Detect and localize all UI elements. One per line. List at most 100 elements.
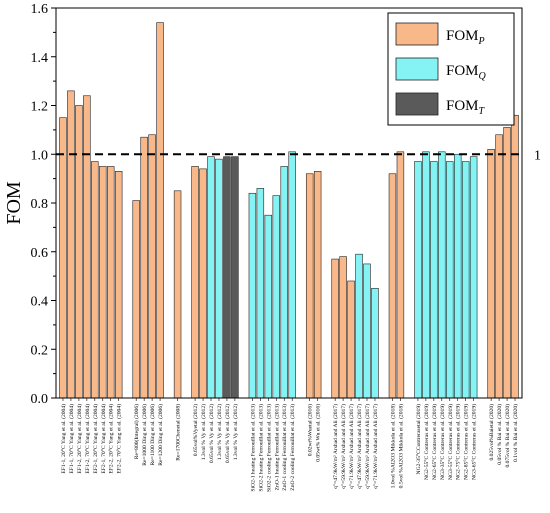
axes-group: 0.0 0.2 0.4 0.6 0.8 1.0 1.2 1.4 1.6 FOM [3,2,523,407]
category-label: ZnO-1 heating Ferrouillat et al. (2013) [273,404,280,491]
category-label: q''=71.9kW/m² Arshad and Ali (2017) [372,404,379,489]
y-tick-label: 0.6 [31,246,49,261]
bar [99,166,107,399]
bar [446,161,454,399]
bar [438,151,446,399]
bar [495,134,503,399]
category-label: EF1-1, 70°C Yang et al. (2004) [68,404,75,474]
bar [173,190,182,399]
category-label: Re=1700Chenetal (2008) [175,404,182,461]
bar [347,280,355,399]
category-label: 0.05vol % Bai et al. (2020) [496,404,503,465]
category-label: NG2-35°CContrerasetal (2019) [415,404,422,475]
bar [107,166,115,399]
bar [280,166,288,399]
bar [469,156,478,399]
category-label: ZnO-2 cooling Ferrouillat et al. (2013) [289,404,296,491]
category-label: EF2-1, 70°C Yang et al. (2004) [100,404,107,474]
y-tick-label: 1.6 [31,2,49,17]
category-label: 0.05wt% Wu et al. (2016) [315,404,322,462]
y-tick-label: 1.0 [31,148,49,163]
category-label: NG2-85°C Contreras et al. (2019) [463,404,470,480]
bar [288,151,296,399]
category-label: q''=71.9kW/m² Arshad and Ali (2017) [348,404,355,489]
bar [396,151,405,399]
category-label: NG2-65°C Contreras et al. (2019) [431,404,438,480]
bar [75,105,83,399]
bar [487,149,495,399]
category-label: q''=59.9kW/m² Arshad and Ali (2017) [340,404,347,489]
bar [430,161,438,399]
legend-label: FOMT [446,98,486,117]
category-label: NG3-55°C Contreras et al. (2019) [447,404,454,480]
category-label: 0.65vol % Vy et al. (2012) [224,404,231,463]
bar [503,127,511,399]
bar [313,171,322,399]
bar [231,156,239,399]
bar [363,263,371,399]
bar [215,158,223,399]
legend: FOMP FOMQ FOMT [387,12,515,126]
category-label: q''=47.9kW/m² Arshad and Ali (2017) [332,404,339,489]
category-label: NG3-65°C Contreras et al. (2019) [471,404,478,480]
category-label: ZnO-1 cooling Ferrouillat et al. (2013) [281,404,288,491]
bar [272,195,280,399]
category-label: 1.3vol % Vy et al. (2012) [216,404,223,460]
bar [264,214,273,399]
y-tick-label: 0.2 [31,343,49,358]
bar [453,153,462,399]
bar [422,151,430,399]
category-label: 1.3vol % Vy et al. (2012) [232,404,239,460]
bar [132,200,140,399]
category-label: EF2-2, 70°C Yang et al. (2004) [116,404,123,474]
bar [414,161,422,399]
reference-line-group: 1 [56,148,541,163]
category-label: Re=1100 Ding et al. (2006) [149,404,156,466]
bar [59,117,67,399]
bar [191,166,199,399]
category-label: EF2-1, 20°C Yang et al. (2004) [92,404,99,474]
bar [339,256,347,399]
category-label: q''=47.9kW/m² Arshad and Ali (2017) [356,404,363,489]
category-label: SiO2-2 heating Ferrouillat et al. (2013) [257,404,264,492]
category-label: EF1-1, 20°C Yang et al. (2004) [60,404,67,474]
category-labels-group: EF1-1, 20°C Yang et al. (2004) EF1-1, 70°… [60,404,519,492]
bar [148,134,156,399]
category-label: EF1-2, 20°C Yang et al. (2004) [76,404,83,474]
category-label: Re=1200 Ding et al. (2006) [157,404,164,466]
bar [388,173,397,399]
legend-label: FOMQ [446,63,487,82]
category-label: 0.65vol % Vy et al. (2012) [208,404,215,463]
category-label: Re=800(Integral) (2006) [133,404,140,459]
bar [248,192,257,399]
bar [223,156,231,399]
bar [156,22,164,399]
bar [114,171,123,399]
category-label: 0.5vol %Al2O3 Mikkola et al. (2018) [397,404,404,488]
category-label: EF1-2, 70°C Yang et al. (2004) [84,404,91,474]
bar [140,136,148,399]
bar [256,188,265,399]
category-label: SiO2-2 cooling Ferrouillat et al. (2013) [265,404,272,492]
category-label: 0.65vol%Vyetal (2012) [192,404,199,456]
y-tick-label: 1.2 [31,100,49,115]
category-label: 1.3vol % Vy et al. (2012) [200,404,207,460]
category-label: 0.02wt%Wuetal (2016) [307,404,314,456]
y-tick-label: 0.8 [31,197,49,212]
category-label: 1.0vol %Al2O3 Mikkola et al. (2018) [389,404,396,488]
category-label: 0.025vol%Baietal (2020) [488,404,495,461]
legend-swatch [395,92,439,116]
bar [91,161,99,399]
y-tick-label: 0.4 [31,295,49,310]
bar [67,90,75,399]
category-label: q''=59.9kW/m² Arshad and Ali (2017) [364,404,371,489]
bar [83,95,91,399]
category-label: NG2-75°C Contreras et al. (2019) [455,404,462,480]
y-tick-label: 0.0 [31,392,49,407]
bar [461,161,470,399]
category-label: Re=1000 Ding et al. (2006) [141,404,148,466]
bar [511,114,519,399]
bar [355,253,363,399]
bar [371,288,379,399]
